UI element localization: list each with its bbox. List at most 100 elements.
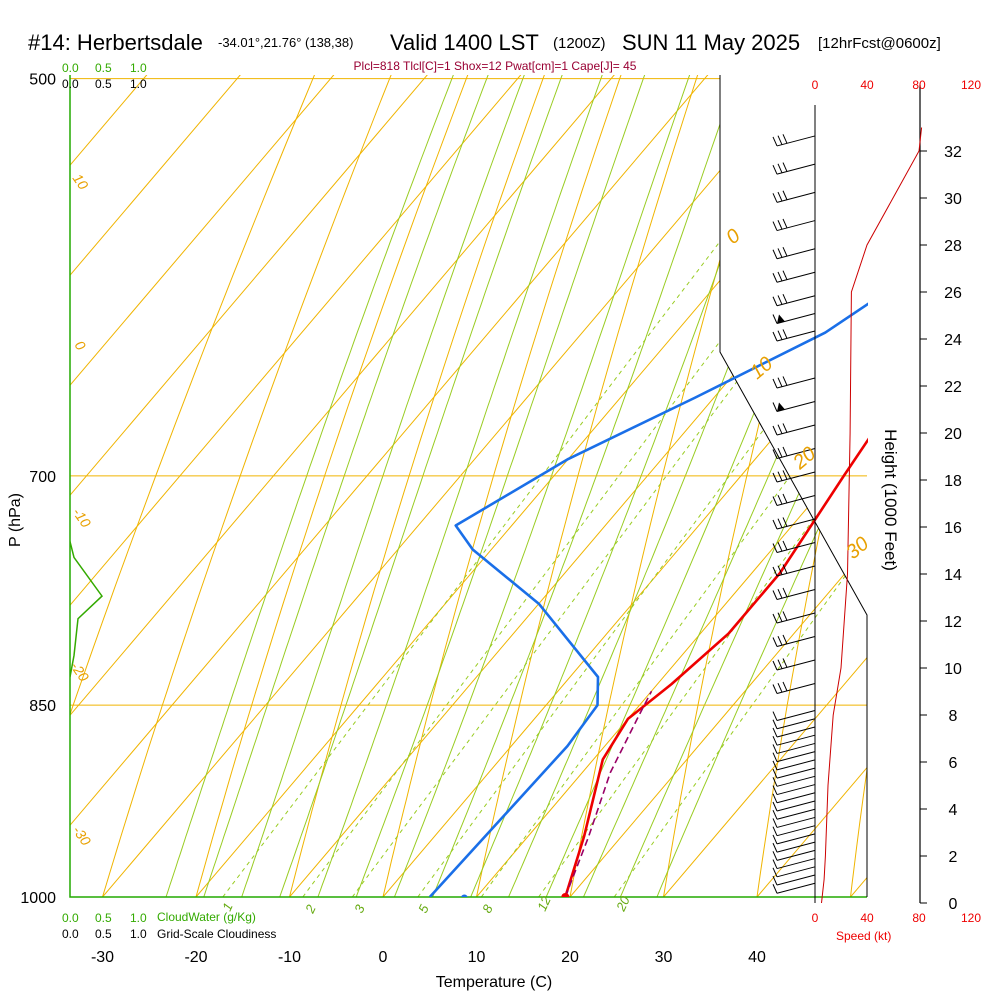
barb-shaft — [776, 659, 816, 671]
barb-flag — [777, 295, 783, 305]
barb-flag — [782, 681, 788, 692]
height-tick-label: 10 — [944, 661, 962, 678]
cloudiness-scale-top: 0.5 — [95, 77, 112, 91]
barb-flag — [777, 494, 783, 505]
forecast-info: [12hrFcst@0600z] — [818, 35, 941, 52]
wind-barb — [772, 858, 816, 870]
barb-shaft — [776, 874, 816, 886]
plot-right-boundary — [719, 75, 868, 897]
parcel-line — [564, 690, 653, 897]
barb-flag — [772, 884, 778, 894]
mixing-ratio-line — [302, 75, 867, 897]
barb-flag — [772, 249, 778, 259]
axis-labels: 2503004005007008501000-30-20-10010203040… — [20, 61, 981, 966]
barb-flag — [772, 793, 778, 803]
wind-barb — [772, 681, 816, 694]
barb-flag — [772, 221, 778, 231]
cloudwater-scale-bottom: 1.0 — [130, 911, 147, 925]
barb-shaft — [776, 471, 816, 483]
barb-shaft — [776, 833, 816, 845]
dewpoint-line — [428, 302, 868, 897]
barb-flag — [772, 519, 778, 530]
mixing-ratio-line — [613, 75, 867, 897]
x-tick-label: -20 — [184, 949, 207, 966]
barb-flag — [782, 517, 788, 527]
barb-flag — [772, 296, 778, 306]
barb-shaft — [776, 163, 816, 175]
height-tick-label: 16 — [944, 520, 962, 537]
barb-flag — [777, 612, 783, 622]
x-tick-label: 40 — [748, 949, 766, 966]
barb-flag — [782, 329, 788, 339]
isotherm-label: 0 — [722, 225, 745, 249]
speed-axis-label: Speed (kt) — [836, 929, 891, 943]
wind-barb — [772, 775, 816, 787]
dry-adiabat — [369, 75, 867, 897]
barb-flag — [772, 193, 778, 203]
barb-flag — [772, 777, 778, 787]
barb-flag — [782, 293, 788, 304]
wind-barb — [772, 734, 816, 746]
barb-shaft — [776, 636, 816, 647]
barb-shaft — [776, 808, 816, 820]
moist-adiabat — [370, 75, 867, 897]
dry-adiabat — [85, 75, 774, 897]
barb-shaft — [776, 683, 816, 694]
wind-barb — [772, 816, 816, 828]
barb-flag — [772, 684, 778, 694]
wind-barb — [772, 313, 816, 324]
barb-flag — [777, 471, 783, 481]
moist-adiabat — [183, 75, 855, 897]
barb-flag — [772, 735, 778, 746]
barb-flag — [782, 470, 788, 480]
barb-flag — [772, 449, 778, 459]
height-tick-label: 6 — [949, 755, 958, 772]
height-tick-label: 0 — [949, 896, 958, 913]
barb-flag — [772, 875, 778, 886]
mixing-ratio-label: 3 — [351, 902, 368, 916]
barb-flag — [772, 810, 778, 820]
moist-adiabat — [483, 75, 867, 897]
barb-shaft — [776, 849, 816, 861]
barb-flag — [772, 378, 778, 389]
barb-flag — [772, 331, 778, 342]
mixing-ratio-line — [538, 75, 867, 897]
x-tick-label: -10 — [278, 949, 301, 966]
wind-barb — [772, 751, 816, 763]
barb-shaft — [776, 330, 816, 342]
barb-flag — [772, 744, 778, 754]
barb-flag — [772, 496, 778, 506]
dry-adiabat-label: -20 — [68, 659, 93, 685]
speed-scale-top: 80 — [912, 78, 926, 92]
barb-flag — [772, 590, 778, 600]
barb-shaft — [776, 718, 816, 730]
barb-flag — [772, 136, 778, 147]
height-tick-label: 22 — [944, 379, 962, 396]
barb-shaft — [776, 858, 816, 870]
barb-flag — [772, 719, 778, 729]
barb-shaft — [776, 495, 816, 506]
cloudwater-scale-top: 0.0 — [62, 61, 79, 75]
isotherm-line — [569, 75, 867, 897]
wind-barb — [772, 190, 816, 203]
isotherm-line — [70, 75, 840, 897]
moist-adiabat — [632, 75, 867, 897]
barb-flag — [772, 425, 778, 436]
barb-flag — [772, 314, 778, 324]
cloudiness-scale-bottom: 0.5 — [95, 927, 112, 941]
cloudiness-scale-bottom: 1.0 — [130, 927, 147, 941]
wind-barb — [772, 517, 816, 530]
dry-adiabat — [179, 75, 837, 897]
barb-flag — [777, 588, 783, 599]
barb-shaft — [776, 751, 816, 763]
dry-adiabat — [70, 75, 712, 897]
dry-adiabat-label: 0 — [72, 338, 90, 354]
x-tick-label: -30 — [91, 949, 114, 966]
dry-adiabat — [464, 75, 867, 897]
wind-barb — [772, 874, 816, 886]
barb-flag — [772, 472, 778, 483]
barb-flag — [777, 191, 783, 202]
barb-shaft — [776, 612, 816, 624]
barb-flag — [777, 424, 783, 434]
barb-shaft — [776, 734, 816, 746]
